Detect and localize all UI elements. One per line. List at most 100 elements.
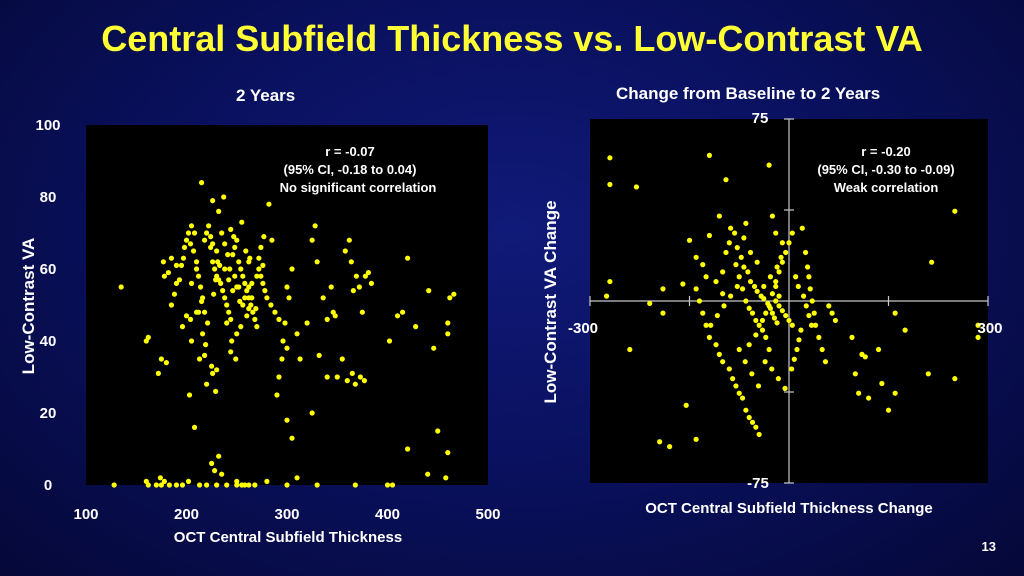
left-point-116 [198, 298, 205, 304]
left-point-0 [111, 482, 117, 488]
right-point-105 [734, 283, 740, 290]
right-point-69 [726, 366, 732, 372]
left-point-176 [289, 435, 295, 441]
right-y-tick-top: 75 [752, 110, 769, 127]
left-point-28 [294, 475, 300, 481]
left-point-199 [368, 280, 375, 286]
right-point-10 [683, 402, 689, 408]
left-y-tick-60: 60 [40, 261, 57, 278]
right-point-43 [783, 312, 789, 319]
left-point-138 [261, 234, 267, 240]
left-point-45 [173, 280, 180, 286]
right-point-130 [832, 317, 839, 324]
right-point-52 [747, 278, 754, 285]
right-point-128 [826, 303, 832, 309]
right-point-32 [746, 305, 752, 311]
left-point-180 [312, 223, 318, 229]
left-point-53 [193, 266, 200, 272]
right-point-150 [952, 376, 958, 382]
left-point-36 [216, 453, 222, 459]
right-point-146 [902, 327, 908, 333]
left-point-187 [332, 313, 338, 319]
right-point-21 [693, 254, 699, 260]
left-point-124 [168, 255, 175, 261]
page-number: 13 [981, 539, 996, 554]
right-point-89 [773, 278, 779, 285]
right-point-155 [862, 354, 868, 360]
left-point-195 [356, 284, 362, 290]
left-point-83 [254, 324, 260, 330]
left-annotation-ci: (95% CI, -0.18 to 0.04) [284, 162, 417, 177]
left-point-148 [183, 313, 190, 319]
left-plot-area [86, 125, 488, 485]
left-point-26 [234, 478, 240, 484]
right-point-153 [852, 371, 858, 377]
right-points-group [603, 152, 981, 450]
right-point-111 [749, 371, 755, 377]
left-point-126 [161, 273, 167, 279]
left-point-209 [399, 309, 406, 315]
right-point-149 [952, 208, 958, 214]
left-point-43 [168, 302, 175, 308]
right-point-103 [747, 249, 754, 256]
left-point-15 [252, 482, 258, 488]
left-x-axis-label: OCT Central Subfield Thickness [174, 529, 402, 546]
left-point-25 [219, 471, 225, 477]
left-point-152 [222, 241, 228, 247]
right-point-86 [763, 310, 769, 316]
left-point-8 [204, 482, 210, 488]
left-point-68 [224, 302, 230, 308]
right-point-30 [739, 286, 746, 292]
left-point-94 [198, 180, 205, 186]
right-point-13 [706, 232, 713, 239]
right-point-106 [728, 293, 734, 299]
left-point-129 [229, 338, 235, 344]
left-point-136 [256, 255, 262, 261]
right-point-46 [728, 225, 734, 231]
right-point-136 [793, 274, 799, 280]
right-point-15 [680, 281, 686, 287]
right-point-40 [773, 298, 779, 304]
left-point-133 [246, 284, 252, 290]
left-point-173 [276, 374, 282, 380]
right-point-121 [807, 286, 813, 292]
left-point-144 [213, 388, 219, 394]
left-point-160 [226, 277, 232, 283]
left-point-222 [228, 349, 234, 355]
right-point-96 [773, 230, 779, 236]
right-point-147 [925, 371, 931, 377]
right-annotation-r: r = -0.20 [861, 144, 911, 159]
right-point-82 [736, 346, 742, 353]
right-point-63 [700, 310, 706, 316]
right-point-85 [759, 317, 766, 324]
left-point-58 [204, 230, 210, 236]
left-point-55 [197, 284, 204, 290]
right-point-38 [766, 346, 772, 353]
left-point-40 [155, 370, 161, 376]
right-point-29 [736, 274, 742, 280]
left-point-29 [443, 475, 449, 481]
left-point-159 [222, 266, 228, 272]
left-point-105 [191, 230, 198, 236]
right-point-19 [660, 286, 666, 292]
left-point-91 [276, 316, 282, 322]
right-point-70 [730, 376, 736, 382]
left-point-206 [361, 378, 367, 384]
right-point-99 [774, 264, 780, 270]
left-point-174 [274, 392, 280, 398]
right-axes [589, 118, 989, 484]
left-point-169 [294, 331, 300, 337]
left-point-54 [195, 273, 202, 279]
left-y-tick-0: 0 [44, 477, 52, 494]
right-point-25 [720, 269, 726, 275]
left-point-82 [252, 316, 258, 322]
right-point-100 [767, 274, 774, 280]
left-point-156 [211, 291, 217, 297]
right-point-39 [769, 310, 776, 316]
right-point-156 [866, 395, 872, 401]
left-point-17 [314, 482, 320, 488]
left-point-149 [188, 280, 195, 286]
right-point-47 [732, 230, 738, 236]
left-point-32 [405, 446, 411, 452]
